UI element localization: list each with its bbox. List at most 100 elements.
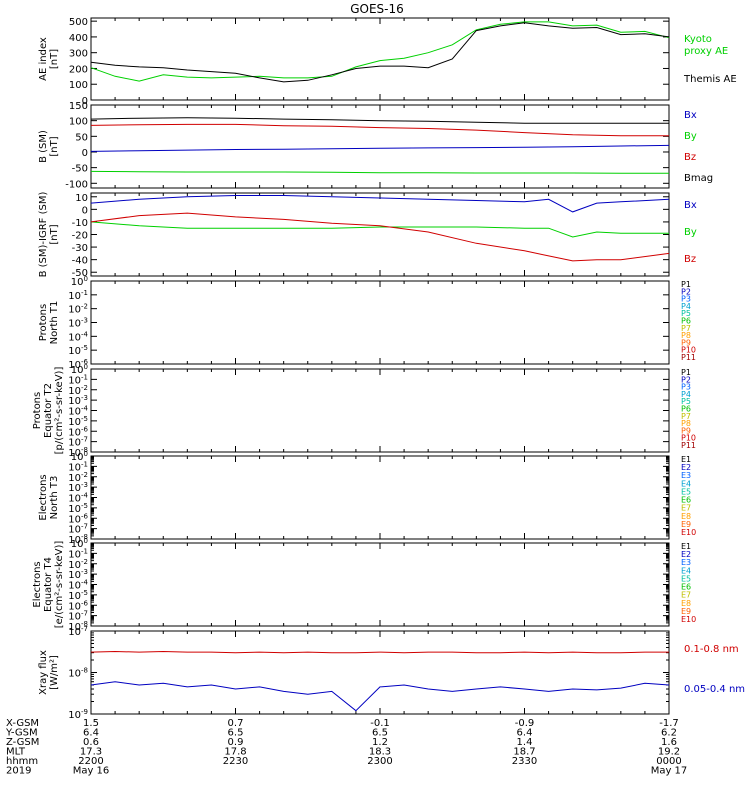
y-tick-label: 10-1 xyxy=(68,373,88,386)
legend-entry: E5 xyxy=(681,487,691,496)
y-tick-label: 10-1 xyxy=(68,289,88,302)
y-tick-label: -50 xyxy=(72,164,88,175)
panel-frame xyxy=(90,280,670,365)
xaxis-tick-label: 0.9 xyxy=(228,737,244,748)
xaxis-tick-label: 1.4 xyxy=(517,737,533,748)
xaxis-tick-label: 2330 xyxy=(512,756,537,767)
y-axis-label: Protons xyxy=(32,392,43,429)
legend-entry: E1 xyxy=(681,455,691,464)
y-tick-label: 10-2 xyxy=(68,303,88,316)
legend-entry: P4 xyxy=(681,302,691,311)
y-tick-label: -100 xyxy=(65,179,88,190)
y-tick-label: 10-3 xyxy=(68,481,88,494)
xaxis-tick-label: 6.2 xyxy=(661,728,677,739)
xaxis-tick-label: 19.2 xyxy=(658,747,680,758)
y-tick-label: 10-6 xyxy=(68,512,88,525)
legend-entry: P7 xyxy=(681,412,691,421)
y-tick-label: 100 xyxy=(71,537,88,550)
xaxis-tick-label: -0.9 xyxy=(515,718,535,729)
xaxis-tick-label: 2230 xyxy=(223,756,248,767)
y-tick-label: 10-6 xyxy=(68,599,88,612)
legend-entry: E6 xyxy=(681,496,691,505)
y-tick-label: 100 xyxy=(71,275,88,288)
xaxis-row-label: X-GSM xyxy=(6,718,39,729)
panel-frame xyxy=(90,455,670,540)
xaxis-tick-label: 1.6 xyxy=(661,737,677,748)
legend-entry: Themis AE xyxy=(683,74,737,85)
y-tick-label: 10-1 xyxy=(68,460,88,473)
y-tick-label: 150 xyxy=(69,101,88,112)
legend-entry: E7 xyxy=(681,504,691,513)
y-tick-label: -40 xyxy=(72,256,88,267)
xaxis-tick-label: 6.4 xyxy=(517,728,533,739)
legend-entry: E10 xyxy=(681,528,696,537)
xaxis-tick-label: 6.5 xyxy=(228,728,244,739)
series-kyoto-proxy-ae xyxy=(90,21,670,82)
legend-entry: Bmag xyxy=(684,173,713,184)
series-bz xyxy=(90,212,670,262)
y-tick-label: 200 xyxy=(69,64,88,75)
y-axis-label: [nT] xyxy=(49,224,60,244)
legend-entry: E3 xyxy=(681,471,691,480)
y-axis-label: [p/(cm²-s-sr-keV)] xyxy=(54,367,65,455)
legend-entry: E9 xyxy=(681,520,691,529)
y-tick-label: 10-2 xyxy=(68,471,88,484)
legend-entry: By xyxy=(684,131,697,142)
y-axis-label: [W/m²] xyxy=(49,655,60,690)
y-axis-label: AE index xyxy=(38,37,49,81)
xaxis-tick-label: 1.5 xyxy=(83,718,99,729)
y-tick-label: -30 xyxy=(72,243,88,254)
xaxis-row-label: hhmm xyxy=(6,756,38,767)
xaxis-row-label: 2019 xyxy=(6,766,31,777)
y-tick-label: 10-8 xyxy=(68,533,88,546)
panel-frame xyxy=(90,17,670,101)
y-axis-label: [nT] xyxy=(49,136,60,156)
legend-entry: P11 xyxy=(681,441,696,450)
series-bx xyxy=(90,195,670,213)
legend-entry: Bx xyxy=(684,110,697,121)
legend-entry: P5 xyxy=(681,397,691,406)
series-by xyxy=(90,170,669,174)
xaxis-tick-label: May 16 xyxy=(73,766,110,777)
y-tick-label: 10-5 xyxy=(68,415,88,428)
series-0-05-0-4-nm xyxy=(90,681,670,712)
legend-entry: Kyoto xyxy=(684,34,712,45)
panel-xray: 10-7 10-8 10-9 Xray flux [W/m²] 0.1-0.8 nm 0.0… xyxy=(38,625,745,721)
legend-entry: E6 xyxy=(681,583,691,592)
xaxis-tick-label: -0.1 xyxy=(370,718,390,729)
y-tick-label: 10-6 xyxy=(68,425,88,438)
legend-entry: P4 xyxy=(681,390,691,399)
y-axis-label: Protons xyxy=(38,304,49,341)
y-tick-label: 10 xyxy=(75,193,88,204)
xaxis-row-label: MLT xyxy=(6,747,26,758)
y-tick-label: 10-5 xyxy=(68,502,88,515)
y-tick-label: 10-8 xyxy=(68,667,88,680)
y-tick-label: 10-1 xyxy=(68,547,88,560)
xaxis-tick-label: 17.3 xyxy=(80,747,102,758)
legend-entry: Bz xyxy=(684,254,696,265)
y-tick-label: 0 xyxy=(82,96,88,107)
y-tick-label: -50 xyxy=(72,268,88,279)
y-tick-label: -20 xyxy=(72,231,88,242)
y-tick-label: 10-4 xyxy=(68,492,88,505)
y-axis-label: Equator T4 xyxy=(43,557,54,612)
y-tick-label: 10-7 xyxy=(68,436,88,449)
xaxis-tick-label: -1.7 xyxy=(659,718,679,729)
y-axis-label: B (SM) xyxy=(38,130,49,163)
legend-entry: P9 xyxy=(681,338,691,347)
xaxis-tick-label: 0.6 xyxy=(83,737,99,748)
y-tick-label: 300 xyxy=(69,49,88,60)
plot-title: GOES-16 xyxy=(350,2,404,16)
xaxis-tick-label: 6.4 xyxy=(83,728,99,739)
y-tick-label: 10-4 xyxy=(68,330,88,343)
legend-entry: E4 xyxy=(681,479,691,488)
y-tick-label: 10-2 xyxy=(68,558,88,571)
legend-entry: E2 xyxy=(681,550,691,559)
xaxis-row-label: Z-GSM xyxy=(6,737,39,748)
xaxis-tick-label: 6.5 xyxy=(372,728,388,739)
legend-entry: E8 xyxy=(681,512,691,521)
legend-entry: By xyxy=(684,227,697,238)
